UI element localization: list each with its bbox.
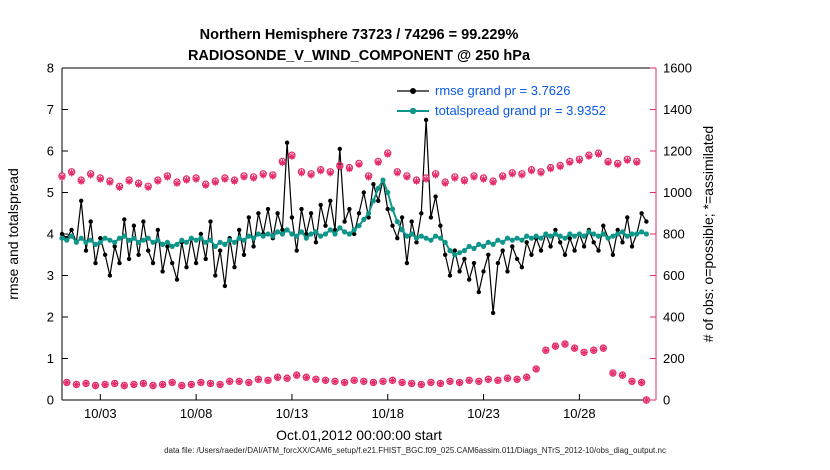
y-axis-right-label: # of obs: o=possible; *=assimilated	[700, 126, 716, 342]
plot-title-line1: Northern Hemisphere 73723 / 74296 = 99.2…	[200, 27, 519, 43]
y-right-tick-label: 1200	[663, 144, 692, 159]
y-right-tick-label: 0	[663, 393, 670, 408]
y-right-tick-label: 1000	[663, 185, 692, 200]
y-left-tick-label: 6	[47, 144, 54, 159]
x-tick-label: 10/28	[563, 406, 596, 421]
legend-totalspread-label: totalspread grand pr = 3.9352	[435, 103, 606, 118]
y-right-tick-label: 1600	[663, 61, 692, 76]
y-right-tick-label: 200	[663, 351, 685, 366]
x-axis-label: Oct.01,2012 00:00:00 start	[276, 427, 442, 443]
y-right-tick-label: 400	[663, 310, 685, 325]
legend: rmse grand pr = 3.7626 totalspread grand…	[397, 83, 606, 118]
y-left-tick-label: 8	[47, 61, 54, 76]
x-tick-label: 10/03	[84, 406, 117, 421]
x-tick-label: 10/08	[180, 406, 213, 421]
y-left-tick-label: 4	[47, 227, 54, 242]
series-layer	[58, 117, 651, 404]
series-obs_assimilated-markers	[58, 150, 650, 404]
y-right-tick-label: 600	[663, 268, 685, 283]
legend-rmse-marker	[410, 88, 416, 94]
axes-layer: 0 1 2 3 4 5 6 7 8 0 200 400 600 800 1000 1200 1400 1600 10…	[47, 61, 692, 422]
y-right-tick-label: 1400	[663, 102, 692, 117]
legend-totalspread-marker	[409, 107, 417, 115]
x-tick-label: 10/18	[371, 406, 404, 421]
plot-title-line2: RADIOSONDE_V_WIND_COMPONENT @ 250 hPa	[188, 48, 531, 64]
y-left-tick-label: 7	[47, 102, 54, 117]
y-left-tick-label: 2	[47, 310, 54, 325]
y-axis-left-label: rmse and totalspread	[5, 168, 21, 300]
data-file-caption: data file: /Users/raeder/DAI/ATM_forcXX/…	[164, 446, 666, 455]
legend-rmse-label: rmse grand pr = 3.7626	[435, 83, 571, 98]
series-rmse-markers	[59, 117, 649, 316]
x-tick-label: 10/13	[276, 406, 309, 421]
x-tick-label: 10/23	[467, 406, 500, 421]
series-rmse-line	[61, 119, 647, 314]
y-left-tick-label: 1	[47, 351, 54, 366]
y-left-tick-label: 5	[47, 185, 54, 200]
y-left-tick-label: 0	[47, 393, 54, 408]
y-left-tick-label: 3	[47, 268, 54, 283]
y-right-tick-label: 800	[663, 227, 685, 242]
